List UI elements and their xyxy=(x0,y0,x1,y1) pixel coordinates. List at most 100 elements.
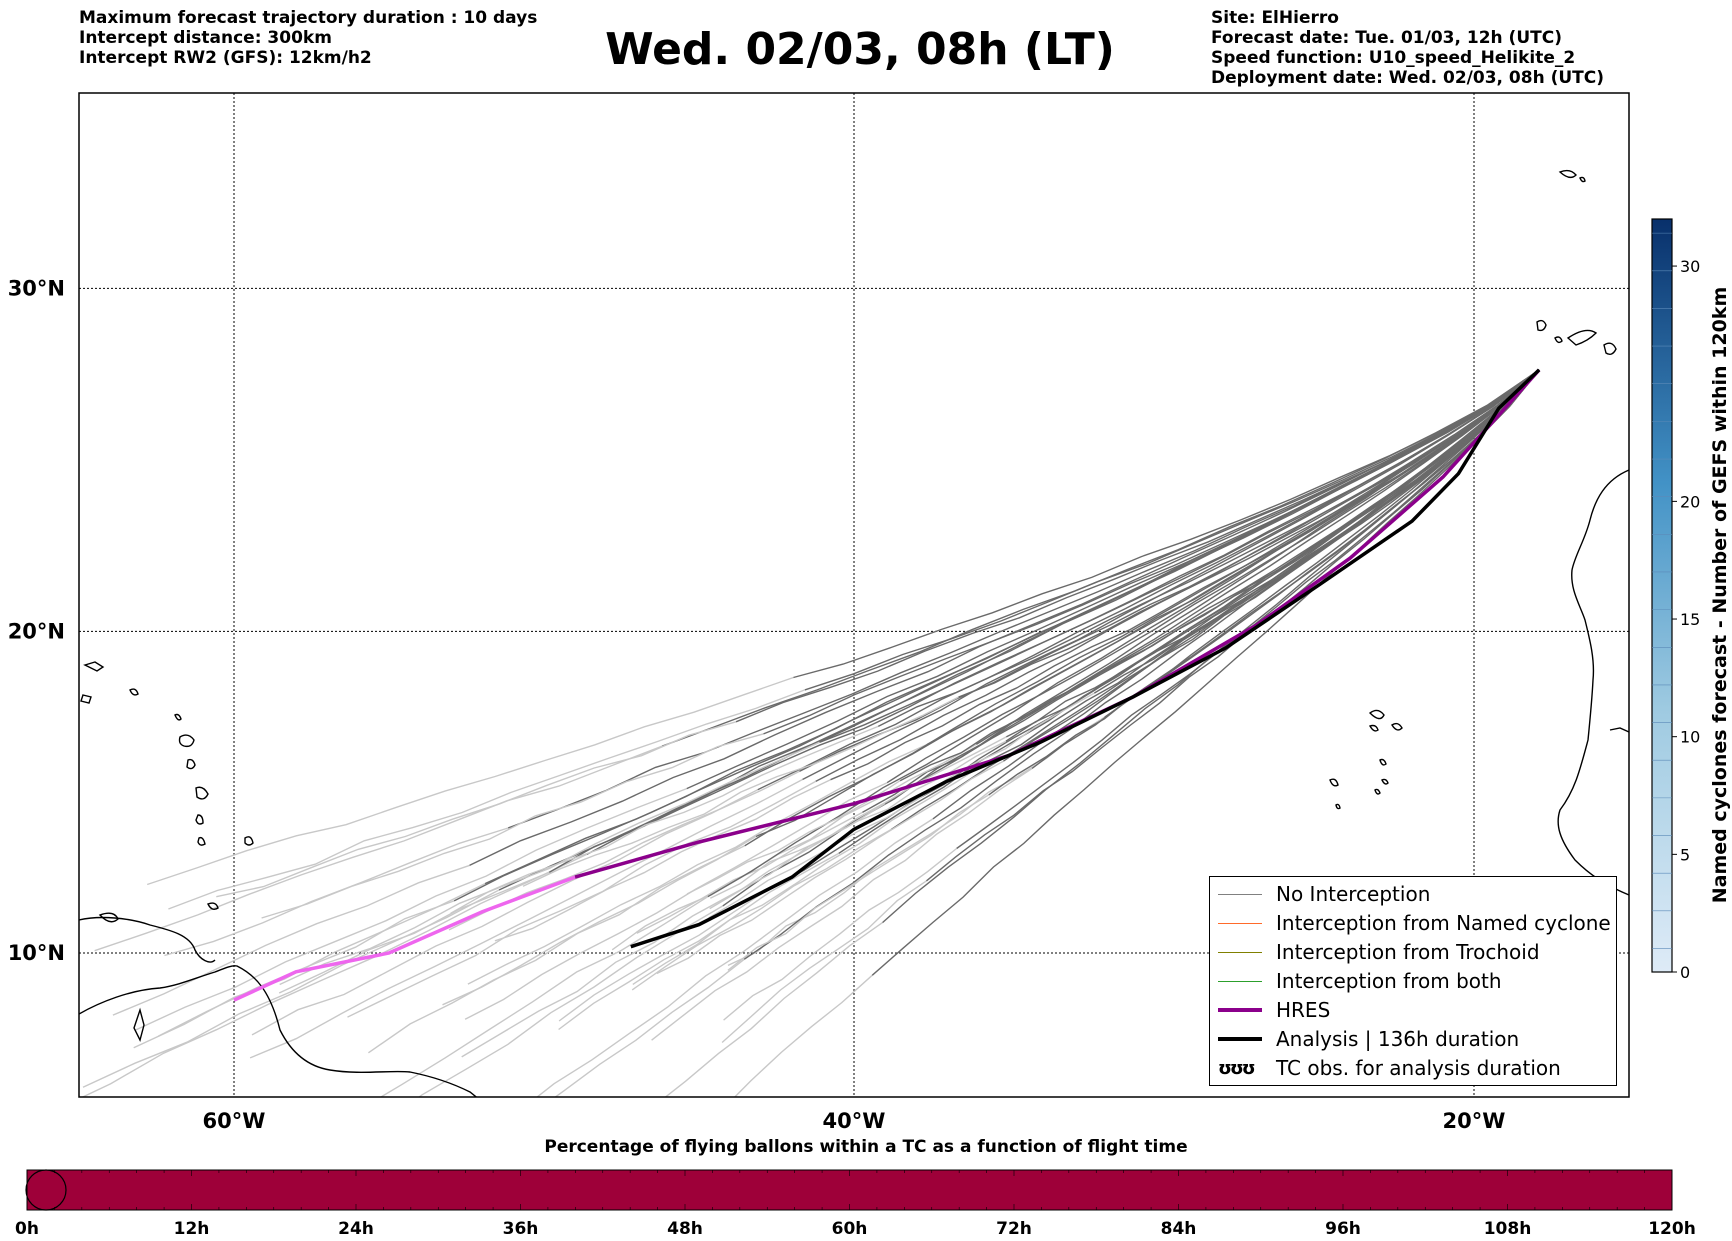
longitude-label: 40°W xyxy=(823,1109,886,1133)
ensemble-track-tail xyxy=(417,905,724,1097)
hres-track xyxy=(574,368,1541,879)
ensemble-track-tail xyxy=(379,896,709,1097)
longitude-labels: 60°W 40°W 20°W xyxy=(203,1109,1506,1133)
timeline-tick-label: 60h xyxy=(832,1219,868,1239)
ensemble-track-tail xyxy=(261,733,764,919)
header-info-left: Maximum forecast trajectory duration : 1… xyxy=(79,8,537,68)
timeline-tick-labels: 0h 12h 24h 36h 48h 60h 72h 84h 96h 108h 120h xyxy=(15,1219,1696,1239)
legend-item-both: Interception from both xyxy=(1218,967,1502,995)
timeline-tick-label: 72h xyxy=(996,1219,1032,1239)
ensemble-track-tail xyxy=(494,779,831,942)
ensemble-track-tail xyxy=(536,818,934,1097)
legend-label: HRES xyxy=(1276,998,1331,1022)
header-line: Deployment date: Wed. 02/03, 08h (UTC) xyxy=(1211,68,1605,88)
ensemble-track-tail xyxy=(133,882,486,1049)
ensemble-track-tail xyxy=(723,847,958,1021)
ensemble-track xyxy=(744,369,1540,847)
ensemble-track xyxy=(802,369,1540,781)
legend-swatch xyxy=(1218,1008,1262,1012)
ensemble-track-tail xyxy=(94,745,663,952)
ensemble-track-tail xyxy=(727,794,990,971)
ensemble-track-tail xyxy=(146,676,794,886)
legend-swatch xyxy=(1218,1037,1262,1041)
timeline-tick-label: 84h xyxy=(1161,1219,1197,1239)
colorbar-bands xyxy=(1652,232,1672,949)
header-line: Forecast date: Tue. 01/03, 12h (UTC) xyxy=(1211,28,1562,48)
timeline-tick-label: 36h xyxy=(503,1219,539,1239)
colorbar-tick-label: 0 xyxy=(1680,963,1690,982)
ensemble-track xyxy=(988,369,1540,796)
hres-track-early xyxy=(233,875,576,1002)
ensemble-track xyxy=(819,369,1540,743)
latitude-labels: 30°N 20°N 10°N xyxy=(8,276,65,965)
ensemble-track xyxy=(884,369,1540,805)
ensemble-track-tail xyxy=(709,740,1007,910)
ensemble-track-tail xyxy=(368,845,746,1054)
ensemble-track-tail xyxy=(168,689,806,910)
ensemble-track xyxy=(507,369,1540,829)
ensemble-track-tail xyxy=(631,828,892,991)
ensemble-track xyxy=(1005,369,1540,742)
longitude-label: 60°W xyxy=(203,1109,266,1133)
coastlines xyxy=(79,169,1629,1097)
header-line: Site: ElHierro xyxy=(1211,8,1339,28)
legend-item-no-interception: No Interception xyxy=(1218,880,1430,908)
legend-swatch xyxy=(1218,922,1262,924)
ensemble-track xyxy=(498,369,1540,891)
colorbar-tick-label: 10 xyxy=(1680,728,1700,747)
ensemble-track-tail xyxy=(216,721,737,898)
map-legend: No Interception Interception from Named … xyxy=(1209,876,1617,1086)
header-info-right: Site: ElHierro Forecast date: Tue. 01/03… xyxy=(1211,8,1604,88)
ensemble-track-tail xyxy=(721,880,927,1044)
ensemble-track-tail xyxy=(81,853,588,1097)
latitude-label: 20°N xyxy=(8,619,65,643)
timeline-title: Percentage of flying ballons within a TC… xyxy=(544,1137,1188,1157)
ensemble-track xyxy=(871,369,1540,976)
legend-item-analysis: Analysis | 136h duration xyxy=(1218,1025,1519,1053)
legend-swatch xyxy=(1218,951,1262,953)
header-line: Speed function: U10_speed_Helikite_2 xyxy=(1211,48,1576,68)
timeline-marker xyxy=(25,1169,67,1211)
ensemble-track-tail xyxy=(278,871,550,994)
ensemble-track-tail xyxy=(279,741,820,986)
latitude-label: 10°N xyxy=(8,941,65,965)
header-line: Maximum forecast trajectory duration : 1… xyxy=(79,8,538,28)
ensemble-track-tail xyxy=(656,760,1004,975)
legend-label: No Interception xyxy=(1276,882,1431,906)
latitude-label: 30°N xyxy=(8,276,65,300)
legend-item-tc-obs: ʊʊʊ TC obs. for analysis duration xyxy=(1218,1054,1561,1082)
timeline-tick-label: 108h xyxy=(1484,1219,1532,1239)
ensemble-track xyxy=(743,369,1540,960)
ensemble-track-tail xyxy=(651,767,1033,1041)
ensemble-trajectories xyxy=(81,369,1540,1097)
legend-item-named-cyclone: Interception from Named cyclone xyxy=(1218,909,1611,937)
header-line: Intercept distance: 300km xyxy=(79,28,332,48)
ensemble-track-tail xyxy=(686,780,901,895)
longitude-label: 20°W xyxy=(1443,1109,1506,1133)
colorbar: 0 5 10 15 20 30 Named cyclones forecast - Num… xyxy=(1651,218,1731,982)
ensemble-track xyxy=(793,369,1540,679)
ensemble-track xyxy=(763,369,1540,735)
colorbar-tick-label: 30 xyxy=(1680,257,1700,276)
legend-label: Analysis | 136h duration xyxy=(1276,1027,1520,1051)
ensemble-track-tail xyxy=(611,743,977,951)
analysis-track xyxy=(630,368,1541,949)
map-border xyxy=(78,92,1630,1098)
page-title: Wed. 02/03, 08h (LT) xyxy=(605,24,1115,75)
legend-label: Interception from Named cyclone xyxy=(1276,911,1611,935)
ensemble-track-tail xyxy=(554,958,745,1097)
ensemble-track-tail xyxy=(664,922,883,1097)
header-line: Intercept RW2 (GFS): 12km/h2 xyxy=(79,48,372,68)
colorbar-tick-label: 15 xyxy=(1680,610,1700,629)
ensemble-track-tail xyxy=(709,736,1007,899)
ensemble-track-tail xyxy=(450,725,879,915)
timeline-tick-label: 12h xyxy=(174,1219,210,1239)
ensemble-track-tail xyxy=(558,852,840,1031)
timeline-fill xyxy=(26,1169,1673,1211)
colorbar-ticks: 0 5 10 15 20 30 xyxy=(1672,257,1700,982)
legend-label: Interception from both xyxy=(1276,969,1502,993)
colorbar-gradient xyxy=(1651,218,1673,973)
ensemble-track xyxy=(804,369,1540,691)
legend-item-hres: HRES xyxy=(1218,996,1330,1024)
ensemble-track-tail xyxy=(347,780,817,1018)
